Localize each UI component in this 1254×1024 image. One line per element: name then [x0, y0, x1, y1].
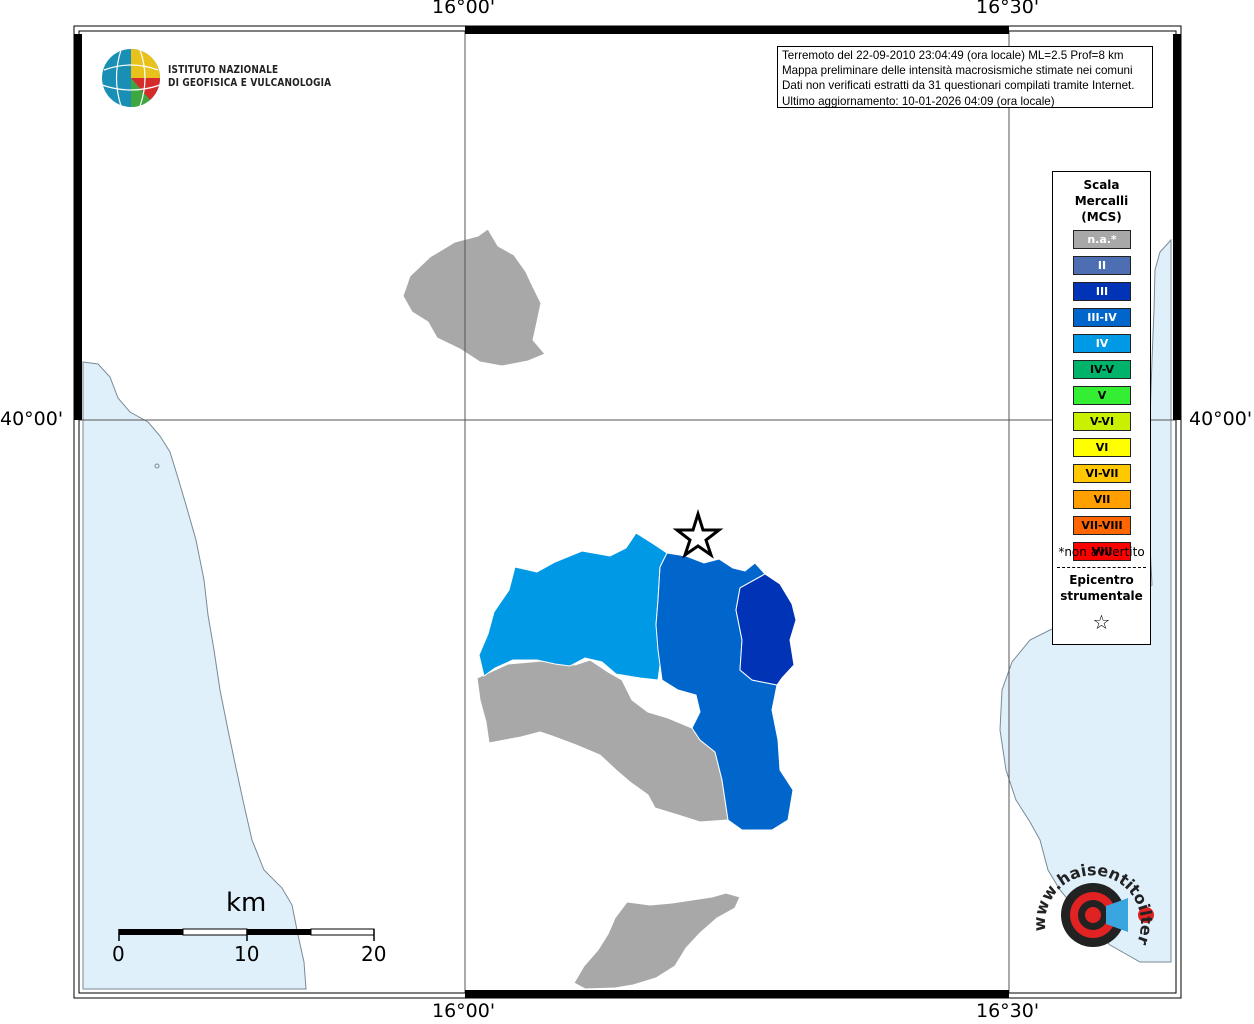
legend-swatch-vi: VI [1073, 438, 1131, 457]
event-info-line-2: Mappa preliminare delle intensità macros… [782, 64, 1133, 78]
scale-label-0: 0 [112, 942, 125, 966]
institute-name: ISTITUTO NAZIONALE DI GEOFISICA E VULCAN… [168, 64, 331, 90]
legend-swatch-viii: VIII [1073, 542, 1131, 561]
legend-title-line-1: Scala [1083, 178, 1120, 192]
tick-lon-top-right: 16°30' [976, 0, 1040, 18]
legend-epicenter-line-1: Epicentro [1069, 573, 1134, 587]
legend-note: *non avvertito [1058, 545, 1145, 559]
legend-swatch-iv: IV [1073, 334, 1131, 353]
legend-title: Scala Mercalli (MCS) [1053, 177, 1150, 225]
legend-swatch-vi-vii: VI-VII [1073, 464, 1131, 483]
tick-lat-right: 40°00' [1189, 408, 1253, 430]
map-frame [73, 25, 1182, 999]
scale-label-20: 20 [361, 942, 387, 966]
graticule [79, 31, 1176, 993]
municipality-na-south [573, 892, 741, 990]
legend-separator [1057, 567, 1146, 568]
tick-lat-left: 40°00' [0, 408, 64, 430]
legend-epicenter-label: Epicentro strumentale [1053, 572, 1150, 604]
municipality-na-north [402, 228, 546, 367]
municipality-intensity-III [735, 573, 797, 686]
tick-lon-bottom-right: 16°30' [976, 1000, 1040, 1022]
map-background [79, 31, 1176, 993]
legend-swatch-v-vi: V-VI [1073, 412, 1131, 431]
scale-label-10: 10 [234, 942, 260, 966]
tick-lon-top-left: 16°00' [432, 0, 496, 18]
legend-swatch-na: n.a.* [1073, 230, 1131, 249]
legend-swatch-vii: VII [1073, 490, 1131, 509]
legend-swatch-vii-viii: VII-VIII [1073, 516, 1131, 535]
legend-swatches: n.a.* II III III-IV IV IV-V V V-VI VI VI-VII VII VI… [1073, 230, 1131, 568]
legend-title-line-3: (MCS) [1081, 210, 1122, 224]
legend-swatch-iv-v: IV-V [1073, 360, 1131, 379]
municipality-intensity-III-IV [655, 552, 794, 831]
legend-swatch-iii-iv: III-IV [1073, 308, 1131, 327]
epicenter-star [672, 508, 724, 559]
islet [154, 463, 160, 469]
legend-swatch-ii: II [1073, 256, 1131, 275]
event-info-box: Terremoto del 22-09-2010 23:04:49 (ora l… [777, 46, 1153, 108]
legend-title-line-2: Mercalli [1074, 194, 1129, 208]
legend-epicenter-line-2: strumentale [1060, 589, 1143, 603]
municipality-na-southwest [476, 659, 729, 823]
legend-swatch-iii: III [1073, 282, 1131, 301]
institute-line-1: ISTITUTO NAZIONALE [168, 64, 279, 76]
event-info-line-3: Dati non verificati estratti da 31 quest… [782, 79, 1135, 93]
tick-lon-bottom-left: 16°00' [432, 1000, 496, 1022]
municipality-no-data [622, 678, 700, 728]
legend-star-icon: ☆ [1092, 610, 1111, 634]
sea-left [82, 361, 307, 990]
institute-line-2: DI GEOFISICA E VULCANOLOGIA [168, 77, 332, 89]
event-info-line-4: Ultimo aggiornamento: 10-01-2026 04:09 (… [782, 94, 1055, 108]
ingv-logo-icon [101, 49, 161, 108]
intensity-legend: Scala Mercalli (MCS) n.a.* II III III-IV IV I… [1052, 171, 1151, 645]
legend-swatch-v: V [1073, 386, 1131, 405]
scale-unit: km [226, 888, 267, 918]
event-info-line-1: Terremoto del 22-09-2010 23:04:49 (ora l… [782, 49, 1124, 62]
scale-bar [118, 928, 375, 941]
